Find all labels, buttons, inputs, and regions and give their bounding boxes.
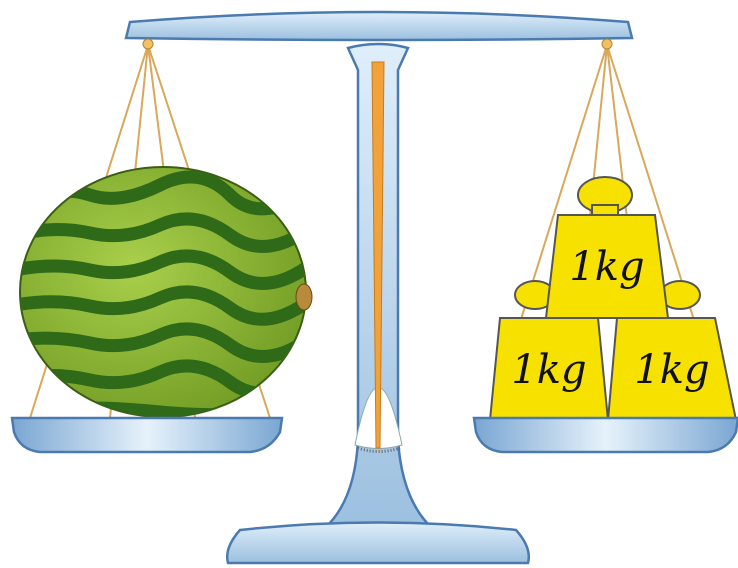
weights bbox=[488, 176, 738, 421]
pointer bbox=[371, 61, 385, 449]
right-pan bbox=[472, 416, 738, 454]
hook bbox=[601, 38, 613, 50]
dial-scale bbox=[357, 446, 401, 453]
weight-label: 1kg bbox=[634, 347, 709, 393]
left-pan bbox=[10, 416, 284, 454]
base bbox=[226, 521, 530, 565]
beam bbox=[124, 10, 634, 42]
weight-label: 1kg bbox=[569, 244, 644, 290]
hook bbox=[142, 38, 154, 50]
weight-label: 1kg bbox=[511, 347, 586, 393]
watermelon bbox=[19, 166, 313, 418]
